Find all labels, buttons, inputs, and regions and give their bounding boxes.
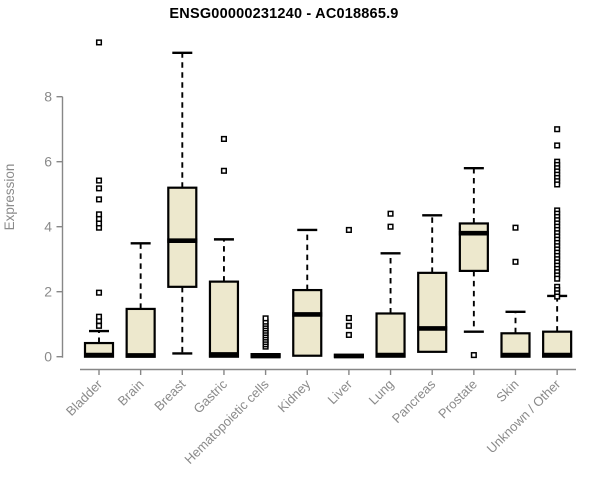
- outlier-point: [512, 258, 519, 265]
- outlier-point: [554, 293, 561, 300]
- outlier-point: [220, 167, 227, 174]
- category-label: Brain: [115, 377, 147, 409]
- box-gastric: [208, 280, 240, 358]
- y-tick-label: 6: [44, 154, 52, 170]
- box-prostate: [458, 222, 489, 272]
- box-brain: [125, 307, 156, 358]
- outlier-point: [345, 314, 352, 322]
- outlier-point: [554, 275, 561, 282]
- outlier-point: [95, 196, 103, 203]
- outlier-point: [95, 39, 103, 46]
- outlier-point: [220, 135, 227, 142]
- category-label: Lung: [366, 377, 397, 408]
- category-label: Pancreas: [389, 376, 439, 426]
- outlier-point: [95, 322, 103, 329]
- box-lung: [375, 312, 406, 358]
- category-label: Gastric: [190, 376, 230, 416]
- outlier-point: [95, 289, 103, 296]
- outlier-point: [512, 224, 519, 231]
- category-label: Breast: [151, 376, 188, 413]
- y-axis-label: Expression: [2, 164, 17, 231]
- box-kidney: [292, 288, 323, 357]
- y-tick-label: 0: [44, 349, 52, 365]
- outlier-point: [95, 211, 103, 218]
- y-tick-label: 4: [44, 219, 52, 235]
- outlier-point: [554, 142, 561, 149]
- outlier-point: [262, 315, 269, 322]
- outlier-point: [387, 210, 394, 217]
- outlier-point: [554, 126, 561, 133]
- chart-title: ENSG00000231240 - AC018865.9: [169, 6, 399, 22]
- outlier-point: [95, 313, 103, 320]
- category-label: Skin: [493, 377, 521, 405]
- outlier-point: [387, 223, 394, 230]
- category-label: Liver: [324, 376, 355, 407]
- y-tick-label: 8: [44, 89, 52, 105]
- box-pancreas: [417, 271, 448, 353]
- outlier-point: [95, 185, 103, 192]
- box-unknown-other: [542, 330, 573, 358]
- outlier-point: [345, 322, 352, 329]
- outlier-point: [470, 352, 477, 359]
- category-label: Prostate: [435, 377, 480, 422]
- outlier-point: [345, 331, 352, 338]
- outlier-point: [95, 177, 103, 184]
- box-breast: [167, 186, 198, 288]
- y-tick-label: 2: [44, 284, 52, 300]
- category-label: Unknown / Other: [484, 376, 564, 456]
- category-label: Bladder: [63, 376, 106, 419]
- outlier-point: [554, 181, 561, 188]
- outlier-point: [345, 226, 352, 233]
- category-label: Kidney: [275, 376, 314, 415]
